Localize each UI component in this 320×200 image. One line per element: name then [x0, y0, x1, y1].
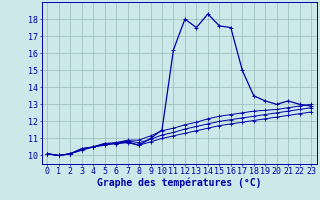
- X-axis label: Graphe des températures (°C): Graphe des températures (°C): [97, 178, 261, 188]
